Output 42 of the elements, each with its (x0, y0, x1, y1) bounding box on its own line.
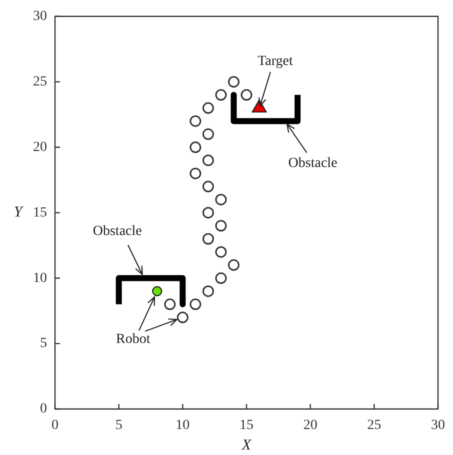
point (228, 259, 240, 271)
x-tick-label: 0 (52, 418, 58, 434)
point (202, 154, 214, 166)
point (240, 89, 252, 101)
point (215, 89, 227, 101)
y-tick-label: 0 (40, 402, 47, 417)
point (202, 102, 214, 114)
x-tick-label: 10 (176, 418, 190, 434)
point (215, 220, 227, 232)
point (176, 312, 188, 324)
annotation: Robot (116, 332, 150, 348)
y-tick-label: 10 (33, 270, 47, 286)
point (190, 168, 202, 180)
annotation: Obstacle (92, 224, 142, 240)
point (202, 233, 214, 245)
annotation: Target (258, 54, 293, 69)
point (215, 272, 227, 284)
x-tick-label: 5 (115, 418, 122, 434)
x-tick-label: 20 (303, 418, 318, 434)
y-tick-label: 15 (33, 205, 47, 220)
point (228, 76, 240, 88)
point (190, 142, 202, 154)
y-axis-title: Y (14, 204, 22, 220)
x-tick-label: 25 (367, 418, 382, 434)
x-tick-label: 15 (240, 418, 254, 434)
point (202, 206, 214, 218)
point (202, 128, 214, 140)
x-axis-title: X (242, 438, 252, 454)
point (190, 298, 202, 310)
point (202, 285, 214, 297)
point (164, 298, 176, 310)
annotation: Obstacle (288, 156, 338, 172)
y-tick-label: 25 (33, 74, 47, 90)
point (215, 246, 227, 258)
x-tick-label: 30 (431, 418, 445, 434)
point (152, 286, 162, 296)
y-tick-label: 20 (33, 140, 47, 155)
y-tick-label: 30 (33, 9, 47, 24)
y-tick-label: 5 (40, 336, 47, 352)
point (202, 180, 214, 192)
point (215, 194, 227, 206)
point (190, 115, 202, 127)
